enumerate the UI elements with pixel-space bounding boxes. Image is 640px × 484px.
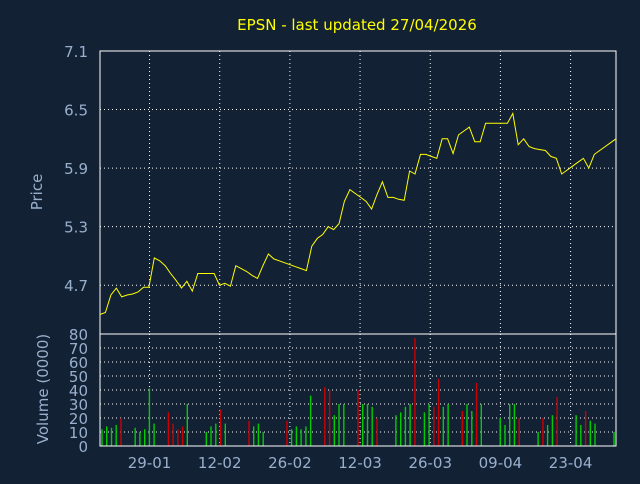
volume-y-tick-label: 0 — [78, 438, 88, 456]
chart-title: EPSN - last updated 27/04/2026 — [237, 16, 477, 34]
volume-y-tick-label: 30 — [69, 396, 88, 414]
price-line — [99, 112, 617, 315]
x-tick-label: 12-02 — [198, 454, 242, 472]
volume-axis-label: Volume (0000) — [34, 334, 52, 444]
x-tick-label: 23-04 — [549, 454, 593, 472]
volume-y-tick-label: 80 — [69, 326, 88, 344]
volume-y-tick-label: 10 — [69, 424, 88, 442]
price-y-tick-label: 4.7 — [64, 277, 88, 295]
x-tick-label: 09-04 — [479, 454, 523, 472]
x-tick-label: 26-02 — [268, 454, 312, 472]
price-y-tick-label: 5.9 — [64, 160, 88, 178]
x-tick-label: 12-03 — [338, 454, 382, 472]
x-tick-label: 26-03 — [408, 454, 452, 472]
price-y-tick-label: 6.5 — [64, 102, 88, 120]
x-tick-label: 29-01 — [128, 454, 172, 472]
price-y-tick-label: 7.1 — [64, 43, 88, 61]
price-y-tick-labels: 7.1 6.5 5.9 5.3 4.7 — [64, 43, 88, 295]
volume-plot-border — [99, 333, 617, 447]
volume-y-tick-label: 50 — [69, 368, 88, 386]
price-axis-label: Price — [28, 174, 46, 211]
volume-y-tick-label: 70 — [69, 340, 88, 358]
volume-y-tick-label: 20 — [69, 410, 88, 428]
volume-bars — [101, 338, 615, 446]
volume-y-tick-label: 60 — [69, 354, 88, 372]
x-tick-labels: 29-01 12-02 26-02 12-03 26-03 09-04 23-04 — [128, 454, 593, 472]
price-y-tick-label: 5.3 — [64, 219, 88, 237]
volume-y-tick-label: 40 — [69, 382, 88, 400]
